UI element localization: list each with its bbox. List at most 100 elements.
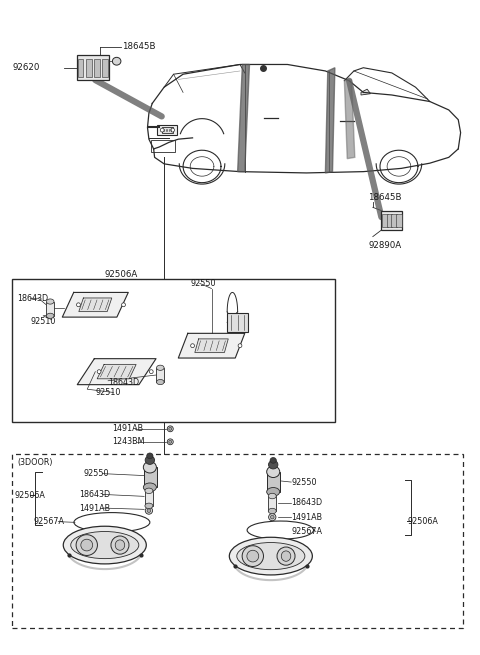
- Ellipse shape: [144, 483, 156, 491]
- Polygon shape: [62, 292, 128, 317]
- Ellipse shape: [169, 440, 172, 443]
- Ellipse shape: [268, 460, 278, 469]
- Bar: [227, 312, 248, 332]
- Polygon shape: [344, 79, 355, 159]
- Ellipse shape: [145, 503, 153, 508]
- Text: 92506A: 92506A: [14, 491, 46, 500]
- Ellipse shape: [238, 344, 242, 348]
- Ellipse shape: [121, 303, 125, 307]
- Ellipse shape: [97, 369, 101, 373]
- Ellipse shape: [47, 313, 54, 318]
- Polygon shape: [79, 298, 112, 312]
- Ellipse shape: [111, 536, 129, 554]
- Bar: [12, 454, 463, 627]
- Bar: [94, 59, 100, 77]
- Ellipse shape: [269, 514, 276, 521]
- Ellipse shape: [171, 128, 175, 132]
- Text: 18643D: 18643D: [80, 490, 111, 499]
- Bar: [86, 59, 92, 77]
- Text: 92620: 92620: [12, 64, 40, 72]
- Text: 18643D: 18643D: [17, 294, 48, 303]
- Ellipse shape: [156, 379, 164, 384]
- Ellipse shape: [281, 551, 291, 561]
- Bar: [102, 59, 108, 77]
- Text: 18643D: 18643D: [108, 377, 139, 386]
- Polygon shape: [361, 89, 371, 95]
- Ellipse shape: [169, 427, 172, 430]
- Text: 92510: 92510: [96, 388, 120, 397]
- Ellipse shape: [47, 299, 54, 304]
- Text: 92567A: 92567A: [34, 517, 65, 526]
- Polygon shape: [195, 339, 228, 352]
- Text: 92506A: 92506A: [407, 517, 438, 525]
- Text: 92550: 92550: [84, 469, 109, 478]
- Text: 92510: 92510: [30, 316, 56, 326]
- Text: 92550: 92550: [190, 279, 216, 288]
- Ellipse shape: [145, 488, 153, 494]
- Ellipse shape: [147, 509, 151, 512]
- Ellipse shape: [270, 515, 274, 519]
- Ellipse shape: [267, 487, 280, 496]
- Ellipse shape: [270, 458, 276, 463]
- Ellipse shape: [149, 369, 153, 373]
- Bar: [382, 214, 388, 227]
- Ellipse shape: [71, 531, 139, 559]
- Bar: [267, 472, 280, 492]
- Bar: [77, 56, 109, 80]
- Bar: [387, 214, 392, 227]
- Polygon shape: [238, 64, 250, 172]
- Text: 18643D: 18643D: [291, 498, 323, 508]
- Bar: [157, 125, 178, 136]
- Bar: [268, 496, 276, 511]
- Ellipse shape: [76, 303, 80, 307]
- Ellipse shape: [237, 542, 305, 570]
- Polygon shape: [179, 333, 245, 358]
- Ellipse shape: [144, 462, 156, 473]
- Ellipse shape: [160, 128, 164, 132]
- Text: 92506A: 92506A: [105, 270, 138, 279]
- Bar: [391, 214, 397, 227]
- Ellipse shape: [112, 58, 121, 65]
- Bar: [144, 467, 156, 487]
- Bar: [47, 301, 54, 316]
- Ellipse shape: [115, 540, 125, 550]
- Ellipse shape: [63, 526, 146, 564]
- Bar: [396, 214, 402, 227]
- Polygon shape: [77, 359, 156, 384]
- Ellipse shape: [76, 534, 97, 555]
- Polygon shape: [325, 67, 335, 173]
- Ellipse shape: [247, 550, 259, 562]
- Ellipse shape: [242, 546, 264, 567]
- Text: (3DOOR): (3DOOR): [17, 458, 52, 467]
- Text: 1491AB: 1491AB: [80, 504, 111, 513]
- Bar: [12, 279, 335, 422]
- Ellipse shape: [277, 547, 295, 565]
- Ellipse shape: [167, 426, 173, 432]
- Text: 92567A: 92567A: [291, 527, 322, 536]
- Text: 92890A: 92890A: [368, 240, 401, 250]
- Bar: [162, 127, 173, 133]
- Text: 18645B: 18645B: [368, 193, 402, 202]
- Ellipse shape: [229, 537, 312, 575]
- Text: 1491AB: 1491AB: [112, 424, 143, 434]
- Ellipse shape: [268, 493, 276, 498]
- Ellipse shape: [191, 344, 194, 348]
- Ellipse shape: [147, 453, 153, 458]
- Ellipse shape: [167, 439, 173, 445]
- Text: 1243BM: 1243BM: [112, 438, 144, 446]
- Ellipse shape: [267, 466, 280, 477]
- Ellipse shape: [145, 507, 153, 514]
- Polygon shape: [97, 365, 136, 379]
- Bar: [156, 367, 164, 382]
- Ellipse shape: [81, 539, 93, 551]
- Ellipse shape: [268, 508, 276, 514]
- Text: 92550: 92550: [291, 477, 317, 487]
- Ellipse shape: [156, 365, 164, 370]
- Text: 18645B: 18645B: [122, 43, 156, 52]
- Bar: [151, 140, 176, 152]
- Bar: [78, 59, 84, 77]
- Bar: [381, 211, 403, 230]
- Bar: [145, 491, 153, 506]
- Ellipse shape: [145, 456, 155, 464]
- Text: 1491AB: 1491AB: [291, 513, 323, 521]
